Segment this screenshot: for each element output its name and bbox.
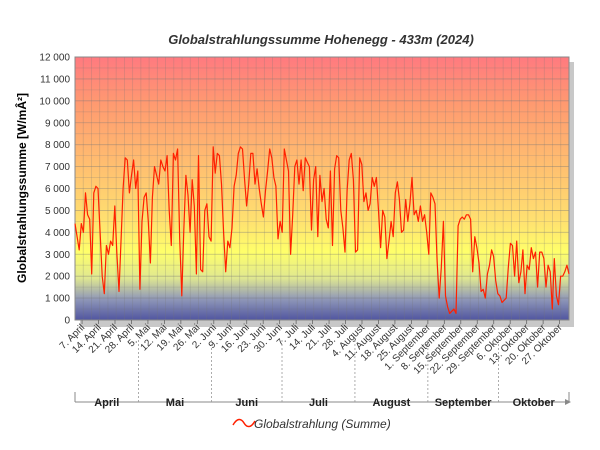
y-tick-label: 3 000: [45, 250, 70, 261]
y-tick-label: 6 000: [45, 184, 70, 195]
y-tick-label: 2 000: [45, 272, 70, 283]
month-label: Oktober: [513, 397, 556, 409]
y-tick-label: 8 000: [45, 140, 70, 151]
chart-title: Globalstrahlungssumme Hohenegg - 433m (2…: [168, 32, 474, 47]
month-label: August: [372, 397, 410, 409]
y-tick-label: 9 000: [45, 118, 70, 129]
y-tick-label: 7 000: [45, 162, 70, 173]
month-label: September: [435, 397, 493, 409]
y-tick-label: 4 000: [45, 228, 70, 239]
month-label: Juli: [309, 397, 328, 409]
series-line-globalstrahlung: [74, 146, 570, 314]
y-tick-label: 12 000: [39, 53, 70, 64]
legend-label: Globalstrahlung (Summe): [254, 417, 391, 431]
month-band: April Mai Juni Juli August September Oktober: [74, 340, 571, 409]
y-tick-label: 10 000: [39, 96, 70, 107]
month-label: April: [94, 397, 119, 409]
y-tick-label: 1 000: [45, 294, 70, 305]
month-label: Mai: [166, 397, 184, 409]
y-tick-label: 5 000: [45, 206, 70, 217]
month-axis-arrow: [565, 399, 571, 405]
plot-border: [74, 56, 570, 321]
y-axis-label: Globalstrahlungssumme [W/mÂ²]: [14, 93, 29, 283]
y-ticks: 0 1 000 2 000 3 000 4 000 5 000 6 000 7 000 8 00…: [39, 53, 70, 327]
legend: Globalstrahlung (Summe): [232, 417, 391, 431]
y-tick-label: 11 000: [40, 74, 70, 85]
legend-swatch: [232, 418, 256, 428]
grid: [74, 56, 570, 321]
y-tick-label: 0: [64, 316, 70, 327]
month-label: Juni: [235, 397, 258, 409]
